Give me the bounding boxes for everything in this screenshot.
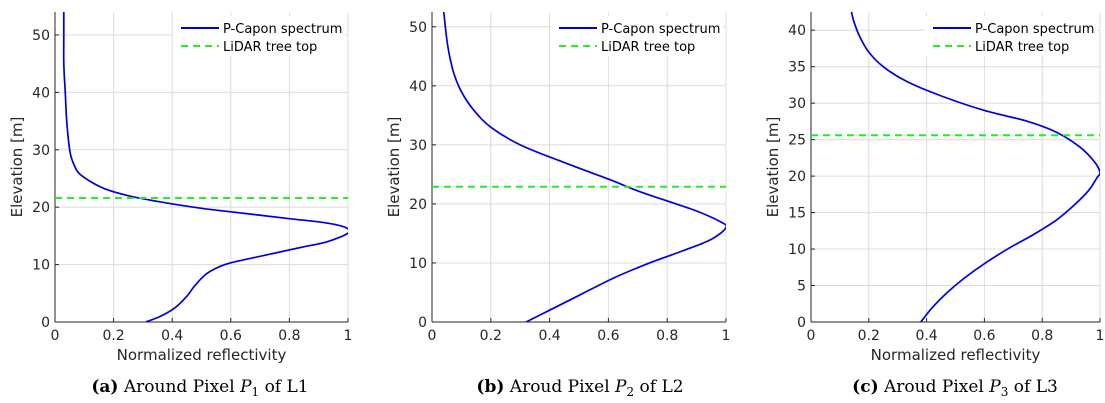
y-tick-label: 20 xyxy=(409,197,427,213)
x-tick-label: 0.2 xyxy=(102,328,124,344)
y-tick-label: 50 xyxy=(409,20,427,36)
y-tick-label: 0 xyxy=(797,315,806,331)
x-tick-label: 0 xyxy=(428,328,437,344)
y-tick-label: 20 xyxy=(32,200,50,216)
y-tick-label: 10 xyxy=(409,256,427,272)
y-tick-label: 35 xyxy=(788,60,806,76)
caption-letter: (b) xyxy=(476,377,504,397)
caption-suffix: of L2 xyxy=(634,377,683,397)
caption-letter: (c) xyxy=(852,377,878,397)
plot-area xyxy=(811,12,1100,322)
y-tick-label: 30 xyxy=(788,96,806,112)
legend-box xyxy=(925,16,1097,56)
legend-entry: P-Capon spectrum xyxy=(601,22,720,37)
y-tick-label: 0 xyxy=(418,315,427,331)
x-tick-label: 0.2 xyxy=(480,328,502,344)
plot-area xyxy=(432,12,726,322)
x-tick-label: 1 xyxy=(344,328,353,344)
y-axis-label: Elevation [m] xyxy=(385,117,403,218)
caption-prefix: Aroud Pixel xyxy=(879,377,990,397)
x-tick-label: 0.8 xyxy=(278,328,300,344)
y-tick-label: 20 xyxy=(788,169,806,185)
legend-entry: LiDAR tree top xyxy=(975,40,1069,55)
caption-pixel: P xyxy=(614,377,627,397)
series-line-p-capon xyxy=(62,12,348,322)
y-tick-label: 30 xyxy=(32,143,50,159)
x-tick-label: 1 xyxy=(1096,328,1105,344)
y-axis-label: Elevation [m] xyxy=(8,117,26,218)
y-tick-label: 30 xyxy=(409,138,427,154)
caption-subscript: 3 xyxy=(1001,385,1009,399)
legend-entry: LiDAR tree top xyxy=(601,40,695,55)
panel-caption: (a) Around Pixel P1 of L1 xyxy=(91,377,308,399)
y-tick-label: 25 xyxy=(788,133,806,149)
panel-caption: (c) Aroud Pixel P3 of L3 xyxy=(852,377,1058,399)
y-axis-label: Elevation [m] xyxy=(764,117,782,218)
y-tick-label: 15 xyxy=(788,206,806,222)
legend: P-Capon spectrum LiDAR tree top xyxy=(925,16,1097,56)
x-tick-label: 0.4 xyxy=(161,328,183,344)
legend-entry: P-Capon spectrum xyxy=(975,22,1094,37)
series-group xyxy=(811,12,1100,322)
series-group xyxy=(432,12,726,322)
y-tick-label: 50 xyxy=(32,28,50,44)
legend-box xyxy=(551,16,723,56)
series-line-p-capon xyxy=(850,12,1100,322)
y-tick-label: 0 xyxy=(41,315,50,331)
series-group xyxy=(55,12,348,322)
x-tick-label: 0.6 xyxy=(220,328,242,344)
y-tick-label: 40 xyxy=(409,79,427,95)
legend-entry: LiDAR tree top xyxy=(223,40,317,55)
caption-letter: (a) xyxy=(91,377,118,397)
caption-prefix: Aroud Pixel xyxy=(504,377,615,397)
caption-pixel: P xyxy=(988,377,1001,397)
x-tick-label: 0.2 xyxy=(858,328,880,344)
legend: P-Capon spectrum LiDAR tree top xyxy=(551,16,723,56)
y-tick-label: 40 xyxy=(32,85,50,101)
y-tick-label: 10 xyxy=(32,258,50,274)
caption-prefix: Around Pixel xyxy=(118,377,240,397)
legend: P-Capon spectrum LiDAR tree top xyxy=(173,16,345,56)
caption-suffix: of L1 xyxy=(259,377,308,397)
y-tick-label: 40 xyxy=(788,23,806,39)
x-tick-label: 0.4 xyxy=(915,328,937,344)
x-tick-label: 0.6 xyxy=(973,328,995,344)
x-tick-label: 0 xyxy=(807,328,816,344)
plot-area xyxy=(55,12,348,322)
legend-box xyxy=(173,16,345,56)
caption-subscript: 1 xyxy=(252,385,260,399)
x-tick-label: 0.4 xyxy=(538,328,560,344)
x-tick-label: 1 xyxy=(722,328,731,344)
x-tick-label: 0.8 xyxy=(1031,328,1053,344)
caption-suffix: of L3 xyxy=(1008,377,1057,397)
x-tick-label: 0.8 xyxy=(656,328,678,344)
legend-entry: P-Capon spectrum xyxy=(223,22,342,37)
y-tick-label: 5 xyxy=(797,279,806,295)
x-axis-label: Normalized reflectivity xyxy=(871,346,1041,364)
x-tick-label: 0 xyxy=(51,328,60,344)
caption-subscript: 2 xyxy=(627,385,635,399)
y-tick-label: 10 xyxy=(788,242,806,258)
panel-caption: (b) Aroud Pixel P2 of L2 xyxy=(476,377,683,399)
x-axis-label: Normalized reflectivity xyxy=(117,346,287,364)
series-line-p-capon xyxy=(442,12,726,322)
caption-pixel: P xyxy=(239,377,252,397)
chart-panel-c: 0 0.2 0.4 0.6 0.8 10510152025303540Normalized… xyxy=(764,12,1104,399)
x-tick-label: 0.6 xyxy=(597,328,619,344)
